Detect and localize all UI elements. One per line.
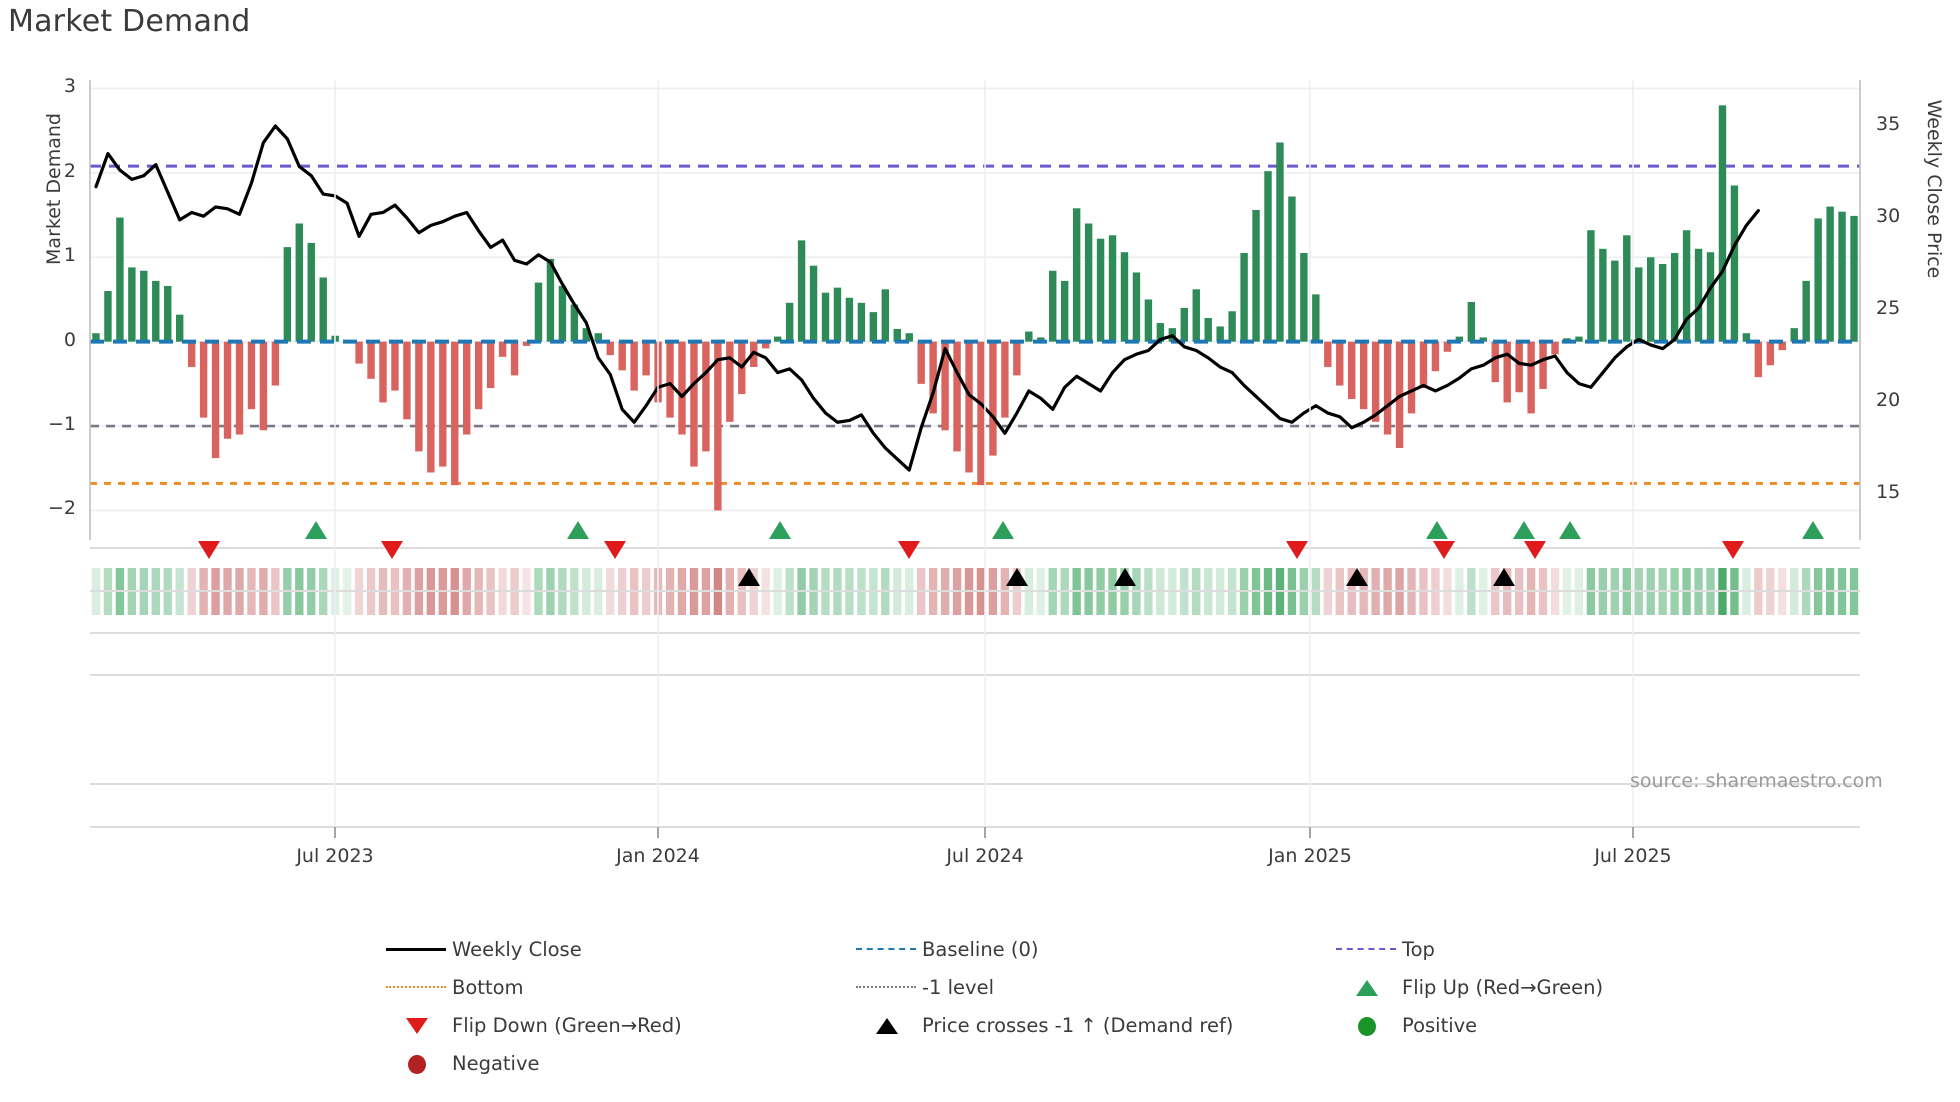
triangle-up-black-icon	[850, 1013, 922, 1037]
legend-item-flip-up: Flip Up (Red→Green)	[1330, 968, 1720, 1006]
y-axis-right-tick: 30	[1876, 205, 1901, 227]
y-axis-left-tick: 3	[63, 75, 76, 98]
legend-item-top: Top	[1330, 930, 1720, 968]
dashed-purple-line-icon	[1330, 937, 1402, 961]
source-attribution: source: sharemaestro.com	[1630, 770, 1883, 792]
triangle-down-red-icon	[380, 1013, 452, 1037]
x-axis-tick: Jan 2025	[1268, 845, 1352, 867]
legend-item-negative: Negative	[380, 1044, 850, 1082]
weekly-close-line	[94, 124, 1760, 472]
y-axis-right-tick: 35	[1876, 113, 1901, 135]
triangle-up-green-icon	[1330, 975, 1402, 999]
chart-title: Market Demand	[8, 4, 251, 39]
dashed-blue-line-icon	[850, 937, 922, 961]
demand-bars	[92, 105, 1858, 511]
circle-red-icon	[380, 1051, 452, 1075]
legend-label: Price crosses -1 ↑ (Demand ref)	[922, 1013, 1234, 1037]
legend-item-minus-one-level: -1 level	[850, 968, 1330, 1006]
circle-green-icon	[1330, 1013, 1402, 1037]
legend-label: Flip Up (Red→Green)	[1402, 975, 1604, 999]
reference-lines	[90, 164, 1860, 485]
legend-label: Bottom	[452, 975, 524, 999]
chart-legend: Weekly Close Baseline (0) Top Bottom -1 …	[380, 930, 1720, 1082]
y-axis-left-tick: 1	[63, 244, 76, 267]
legend-label: -1 level	[922, 975, 995, 999]
x-axis-tick: Jan 2024	[616, 845, 700, 867]
legend-label: Flip Down (Green→Red)	[452, 1013, 682, 1037]
legend-item-weekly-close: Weekly Close	[380, 930, 850, 968]
legend-label: Weekly Close	[452, 937, 582, 961]
dotted-gray-line-icon	[850, 975, 922, 999]
solid-line-icon	[380, 937, 452, 961]
y-axis-left-tick: 2	[63, 159, 76, 182]
y-axis-right-tick: 15	[1876, 481, 1901, 503]
y-axis-left-tick: −1	[47, 413, 76, 436]
y-axis-right-tick: 25	[1876, 297, 1901, 319]
signal-markers	[90, 521, 1860, 634]
legend-item-baseline: Baseline (0)	[850, 930, 1330, 968]
legend-label: Positive	[1402, 1013, 1478, 1037]
x-axis-tick: Jul 2023	[296, 845, 374, 867]
dotted-orange-line-icon	[380, 975, 452, 999]
legend-label: Top	[1402, 937, 1435, 961]
y-axis-left-tick: −2	[47, 497, 76, 520]
legend-item-positive: Positive	[1330, 1006, 1720, 1044]
legend-item-price-cross: Price crosses -1 ↑ (Demand ref)	[850, 1006, 1330, 1044]
legend-label: Baseline (0)	[922, 937, 1039, 961]
x-axis-tick: Jul 2024	[946, 845, 1024, 867]
axis-spines	[89, 80, 1861, 838]
legend-label: Negative	[452, 1051, 540, 1075]
x-axis-tick: Jul 2025	[1594, 845, 1672, 867]
legend-item-bottom: Bottom	[380, 968, 850, 1006]
legend-item-flip-down: Flip Down (Green→Red)	[380, 1006, 850, 1044]
y-axis-right-tick: 20	[1876, 389, 1901, 411]
y-axis-left-tick: 0	[63, 328, 76, 351]
